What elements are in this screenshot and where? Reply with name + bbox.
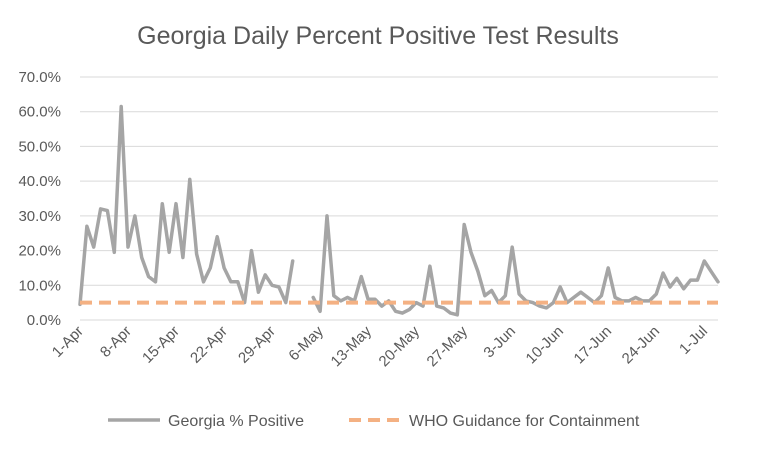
y-tick-label: 60.0% (18, 104, 61, 121)
y-tick-label: 50.0% (18, 138, 61, 155)
series-lines (78, 104, 720, 317)
x-tick-label: 15-Apr (139, 323, 183, 367)
x-tick-label: 8-Apr (97, 323, 135, 361)
y-tick-label: 20.0% (18, 243, 61, 260)
x-tick-label: 20-May (376, 322, 424, 370)
x-tick-label: 17-Jun (571, 323, 615, 367)
series-georgia-positive-line (311, 214, 720, 317)
y-tick-label: 10.0% (18, 277, 61, 294)
x-tick-label: 22-Apr (187, 323, 231, 367)
grid-lines (80, 76, 718, 321)
y-tick-label: 30.0% (18, 208, 61, 225)
x-tick-label: 3-Jun (480, 323, 519, 362)
x-tick-label: 13-May (328, 322, 376, 370)
legend: Georgia % Positive WHO Guidance for Conta… (108, 413, 640, 430)
x-tick-label: 1-Jul (676, 323, 711, 358)
y-tick-label: 0.0% (27, 312, 61, 329)
y-axis-tick-labels: 0.0% 10.0% 20.0% 30.0% 40.0% 50.0% 60.0% 70.0% (18, 69, 61, 329)
x-tick-label: 29-Apr (235, 323, 279, 367)
legend-label: WHO Guidance for Containment (409, 413, 640, 430)
x-tick-label: 27-May (424, 322, 472, 370)
chart-title: Georgia Daily Percent Positive Test Resu… (137, 22, 619, 50)
x-axis-tick-labels: 1-Apr 8-Apr 15-Apr 22-Apr 29-Apr 6-May 13-May 2… (49, 322, 711, 370)
series-georgia-positive-line (78, 104, 295, 307)
x-tick-label: 10-Jun (523, 323, 567, 367)
y-tick-label: 40.0% (18, 173, 61, 190)
y-tick-label: 70.0% (18, 69, 61, 86)
x-tick-label: 6-May (285, 322, 327, 364)
x-tick-label: 24-Jun (619, 323, 663, 367)
legend-label: Georgia % Positive (168, 413, 304, 430)
